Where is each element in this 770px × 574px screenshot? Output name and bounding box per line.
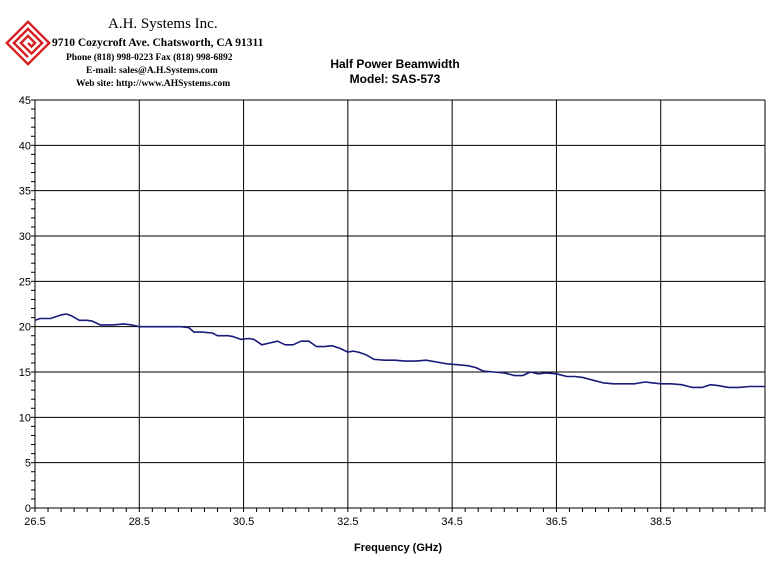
x-tick-label: 30.5 [233,516,254,528]
y-tick-label: 0 [25,503,31,515]
company-address: 9710 Cozycroft Ave. Chatsworth, CA 91311 [52,37,264,49]
tick-layer [31,99,766,512]
y-tick-label: 30 [19,231,31,243]
x-tick-label: 26.5 [24,516,45,528]
y-tick-label: 15 [19,367,31,379]
y-tick-label: 40 [19,140,31,152]
x-tick-label: 36.5 [546,516,567,528]
y-tick-label: 20 [19,322,31,334]
x-tick-label: 32.5 [337,516,358,528]
company-email: E-mail: sales@A.H.Systems.com [86,66,218,76]
company-phone: Phone (818) 998-0223 Fax (818) 998-6892 [66,53,233,63]
y-tick-label: 10 [19,412,31,424]
company-website: Web site: http://www.AHSystems.com [76,79,231,89]
x-tick-label: 28.5 [129,516,150,528]
company-name: A.H. Systems Inc. [108,16,218,32]
y-tick-label: 35 [19,186,31,198]
y-tick-label: 45 [19,95,31,107]
tick-label-layer: 0 5 10 15 20 25 30 35 40 45 26.5 28.5 30.5 32.5 34.5 36… [19,95,672,528]
chart-title: Half Power Beamwidth [330,57,460,71]
x-tick-label: 34.5 [441,516,462,528]
grid-layer [34,99,766,509]
y-tick-label: 5 [25,458,31,470]
x-axis-label: Frequency (GHz) [353,542,442,554]
chart-subtitle: Model: SAS-573 [349,72,441,86]
y-tick-label: 25 [19,276,31,288]
beamwidth-series-line [34,313,765,389]
x-tick-label: 38.5 [650,516,671,528]
series-layer [34,313,765,389]
ahs-logo-icon [5,20,51,66]
